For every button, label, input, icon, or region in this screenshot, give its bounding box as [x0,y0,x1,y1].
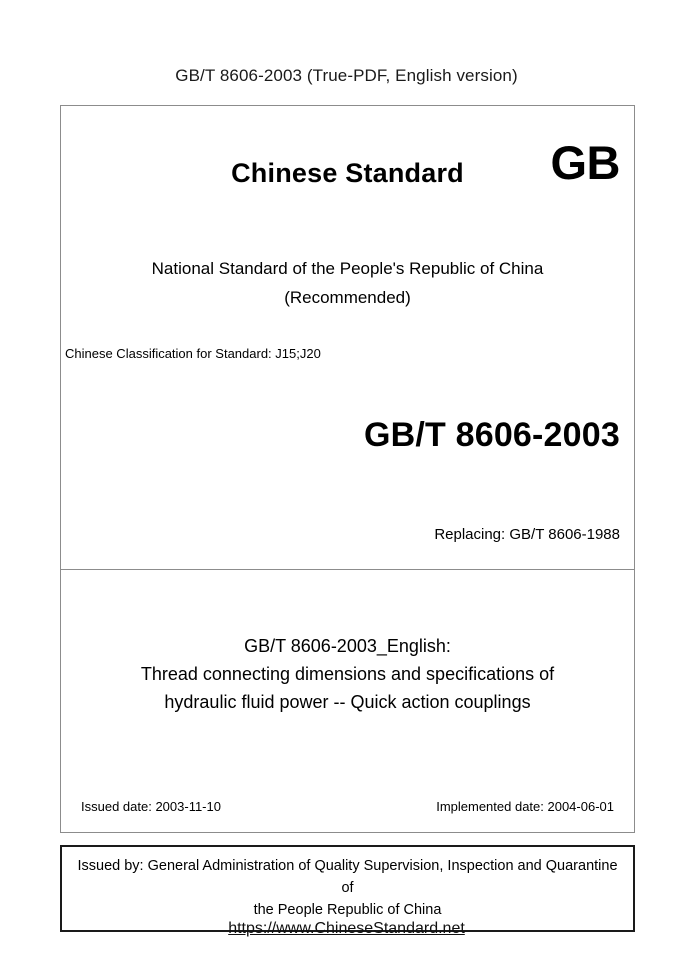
cover-upper-section: Chinese Standard GB National Standard of… [61,106,634,570]
issuer-box: Issued by: General Administration of Qua… [60,845,635,932]
english-title-block: GB/T 8606-2003_English: Thread connectin… [61,632,634,716]
national-standard-line-2: (Recommended) [284,288,411,307]
standard-heading: Chinese Standard [231,158,464,188]
document-caption: GB/T 8606-2003 (True-PDF, English versio… [175,66,518,85]
gb-emblem-icon: GB [550,136,621,189]
english-title-line-2: Thread connecting dimensions and specifi… [140,664,555,684]
english-title-line-3: hydraulic fluid power -- Quick action co… [164,692,531,712]
website-url-link[interactable]: https://www.ChineseStandard.net [228,920,465,937]
cover-lower-section: GB/T 8606-2003_English: Thread connectin… [61,570,634,832]
cover-frame: Chinese Standard GB National Standard of… [60,105,635,833]
dates-row: Issued date: 2003-11-10 Implemented date… [81,799,614,814]
issuer-line-2: the People Republic of China [253,902,442,918]
standard-number: GB/T 8606-2003 [363,416,620,454]
replacing-standard: Replacing: GB/T 8606-1988 [434,526,620,543]
issued-date: Issued date: 2003-11-10 [81,799,221,814]
implemented-date: Implemented date: 2004-06-01 [436,799,614,814]
classification-code: Chinese Classification for Standard: J15… [65,346,321,361]
english-title-line-1: GB/T 8606-2003_English: [244,636,451,656]
issuer-line-1: Issued by: General Administration of Qua… [77,858,618,896]
national-standard-line-1: National Standard of the People's Republ… [151,259,544,278]
national-standard-subtitle: National Standard of the People's Republ… [61,254,634,312]
